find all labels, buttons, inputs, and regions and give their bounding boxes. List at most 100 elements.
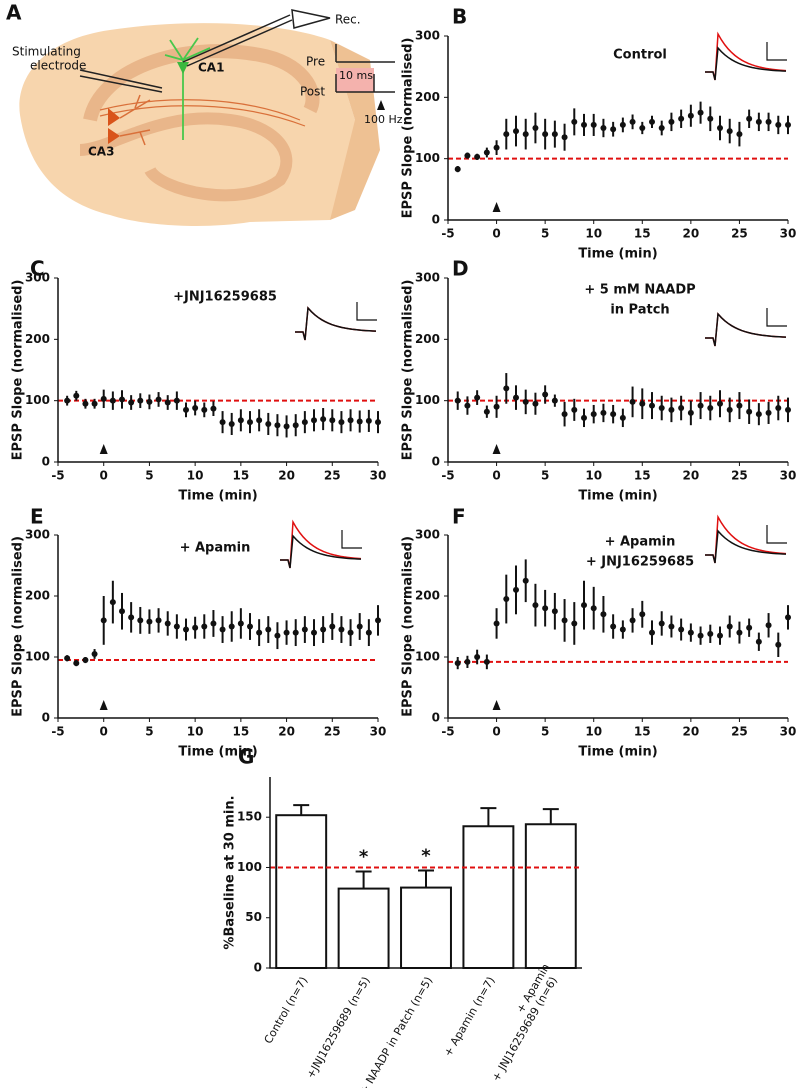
panel-title: Control — [613, 48, 667, 63]
inset-trace-black — [280, 534, 362, 569]
post-label: Post — [300, 85, 325, 99]
data-point — [658, 405, 665, 412]
y-axis-label: EPSP Slope (normalised) — [11, 280, 26, 461]
data-point — [338, 419, 345, 426]
data-point — [765, 118, 772, 125]
data-point — [600, 611, 607, 618]
trigger-arrow — [377, 100, 385, 110]
x-tick-label: -5 — [441, 725, 454, 739]
data-point — [356, 418, 363, 425]
data-point — [464, 402, 471, 409]
x-tick-label: 10 — [187, 725, 204, 739]
freq-label: 100 Hz — [364, 113, 403, 126]
rec-label: Rec. — [335, 13, 361, 27]
x-tick-label: -5 — [51, 469, 64, 483]
scale-bar — [341, 530, 362, 549]
data-point — [551, 397, 558, 404]
data-point — [522, 577, 529, 584]
data-point — [454, 660, 461, 667]
x-tick-label: 25 — [731, 725, 748, 739]
data-point — [697, 402, 704, 409]
data-point — [64, 655, 71, 662]
x-tick-label: 25 — [731, 227, 748, 241]
data-point — [707, 630, 714, 637]
data-point — [775, 641, 782, 648]
x-tick-label: 10 — [585, 725, 602, 739]
data-point — [785, 121, 791, 128]
data-point — [320, 626, 327, 633]
data-point — [164, 620, 171, 627]
data-point — [247, 419, 253, 426]
panel-title: +JNJ16259685 — [173, 290, 277, 305]
y-tick-label: 200 — [415, 332, 440, 346]
y-tick-label: 300 — [415, 271, 440, 285]
stim-label: Stimulating — [12, 45, 81, 59]
scale-bar — [766, 42, 787, 61]
x-tick-label: 0 — [492, 227, 500, 241]
x-tick-label: 20 — [278, 469, 295, 483]
data-point — [119, 396, 125, 403]
data-point — [610, 623, 617, 630]
data-point — [474, 394, 481, 401]
y-tick-label: 0 — [432, 711, 440, 725]
data-point — [283, 629, 290, 636]
data-point — [155, 617, 162, 624]
x-axis-label: Time (min) — [578, 745, 657, 760]
data-point — [146, 618, 153, 625]
scale-bar — [766, 308, 787, 327]
data-point — [522, 131, 529, 138]
data-point — [513, 586, 519, 593]
data-point — [785, 614, 791, 621]
data-point — [347, 417, 354, 424]
x-tick-label: 15 — [634, 725, 651, 739]
y-tick-label: 100 — [415, 393, 440, 407]
x-axis-label: Time (min) — [578, 247, 657, 262]
y-axis-label: EPSP Slope (normalised) — [401, 536, 416, 717]
data-point — [551, 131, 558, 138]
data-point — [687, 629, 694, 636]
inset-trace-red — [705, 514, 787, 564]
x-axis-label: Time (min) — [578, 489, 657, 504]
ca1-neuron — [164, 37, 211, 140]
x-tick-label: 15 — [634, 227, 651, 241]
data-point — [678, 626, 685, 633]
data-point — [726, 623, 733, 630]
data-point — [629, 118, 636, 125]
panel-letter: C — [30, 257, 45, 281]
data-point — [265, 420, 272, 427]
data-point — [91, 650, 98, 657]
stim-arrow — [492, 700, 501, 710]
data-point — [610, 411, 617, 418]
y-tick-label: 300 — [415, 29, 440, 43]
y-tick-label: 0 — [42, 711, 50, 725]
stim-label: electrode — [30, 59, 86, 73]
data-point — [590, 121, 597, 128]
data-point — [464, 152, 471, 159]
data-point — [256, 417, 263, 424]
data-point — [503, 596, 510, 603]
data-point — [454, 166, 461, 173]
data-point — [678, 115, 685, 122]
data-point — [755, 118, 762, 125]
y-tick-label: 0 — [432, 455, 440, 469]
data-point — [542, 605, 549, 612]
x-tick-label: -5 — [51, 725, 64, 739]
pulse-label: 10 ms — [339, 69, 373, 82]
data-point — [542, 391, 549, 398]
y-tick-label: 100 — [415, 151, 440, 165]
data-point — [82, 400, 89, 407]
y-axis-label: EPSP Slope (normalised) — [11, 536, 26, 717]
data-point — [649, 629, 655, 636]
data-point — [192, 405, 199, 412]
x-tick-label: 30 — [780, 725, 797, 739]
x-tick-label: + Apamin (n=7) — [441, 975, 497, 1059]
data-point — [100, 395, 107, 402]
data-point — [247, 623, 253, 630]
data-point — [639, 611, 646, 618]
data-point — [237, 620, 244, 627]
data-point — [668, 118, 675, 125]
